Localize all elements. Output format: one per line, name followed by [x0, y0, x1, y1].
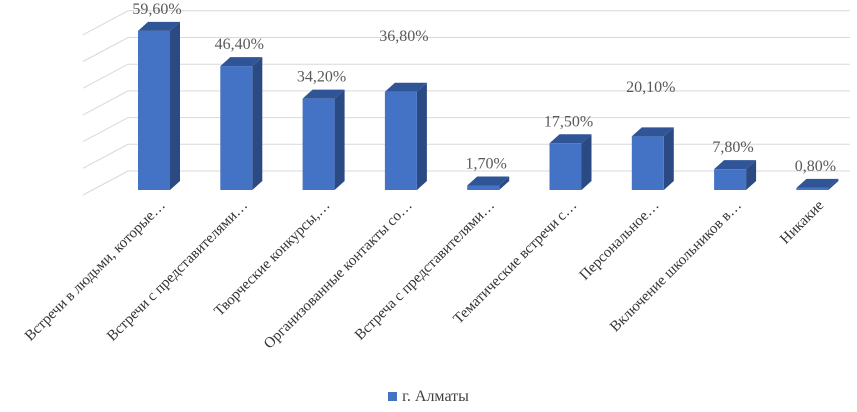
gridline [82, 117, 850, 143]
bar [467, 185, 500, 190]
category-label: Организованные контакты со… [261, 198, 416, 353]
bar-top [384, 82, 427, 92]
bar [631, 136, 664, 190]
data-label: 7,80% [712, 139, 753, 156]
bar [549, 143, 582, 190]
gridline [82, 37, 850, 62]
gridline [82, 10, 850, 36]
bar-side [581, 134, 592, 190]
data-label: 1,70% [466, 155, 507, 172]
bar [220, 66, 253, 190]
data-label: 0,80% [795, 158, 836, 175]
bar-side [252, 57, 263, 190]
bar [384, 91, 417, 190]
bar-side [499, 176, 510, 190]
data-label: 36,80% [379, 28, 428, 45]
bar [796, 187, 829, 190]
bar [302, 98, 335, 190]
data-label: 34,20% [297, 69, 346, 86]
gridline [82, 170, 850, 196]
category-label: Включение школьников в… [607, 198, 745, 336]
category-label: Никакие [777, 197, 827, 247]
bar-top [796, 178, 839, 188]
bar-top [467, 176, 510, 186]
bar-side [170, 21, 180, 191]
bar-top [302, 89, 345, 99]
bar [714, 169, 747, 190]
bar-side [746, 160, 757, 190]
chart-legend: г. Алматы [0, 388, 857, 406]
category-label: Персональное… [577, 198, 663, 284]
category-label: Встречи в людьми, которые… [22, 198, 169, 345]
category-label: Встреча с представителями… [352, 198, 498, 344]
gridline [82, 90, 850, 116]
data-label: 17,50% [544, 113, 593, 130]
bar-side [416, 82, 427, 190]
bar-top [220, 57, 263, 67]
legend-label: г. Алматы [402, 388, 469, 405]
category-label: Встречи с представителями… [104, 198, 251, 345]
bar-side [334, 89, 345, 190]
data-label: 59,60% [132, 1, 181, 18]
bar-side [828, 178, 839, 190]
data-label: 46,40% [215, 36, 264, 53]
gridline [82, 143, 850, 169]
gridline [82, 63, 850, 89]
bar-side [663, 127, 674, 190]
bar-top [549, 134, 592, 144]
bar-top [714, 160, 757, 170]
bar-top [138, 21, 180, 31]
bar [138, 30, 170, 191]
legend-swatch [388, 391, 398, 401]
bar-top [631, 127, 674, 137]
data-label: 20,10% [626, 79, 675, 96]
